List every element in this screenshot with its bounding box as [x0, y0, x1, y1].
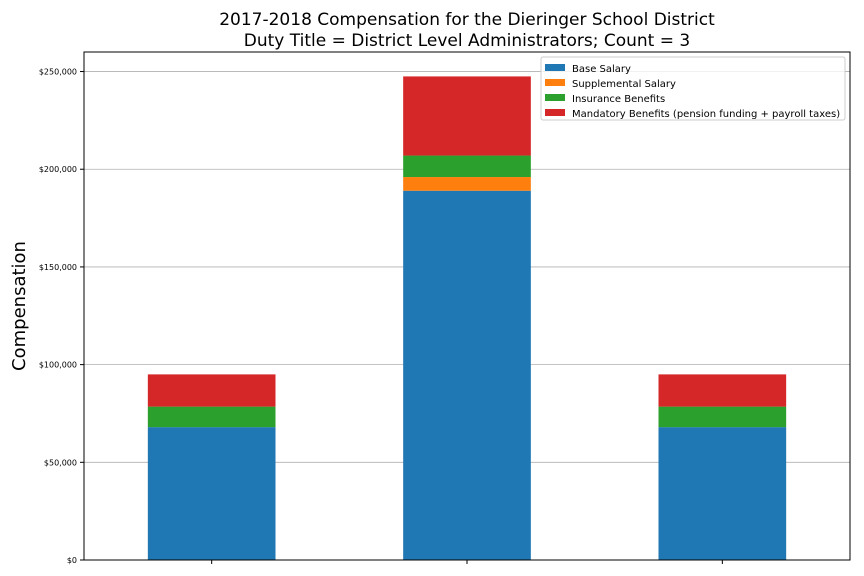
bar-segment	[147, 427, 276, 560]
y-tick-label: $100,000	[39, 361, 77, 370]
legend-swatch	[545, 64, 565, 71]
bar-segment	[403, 76, 531, 156]
bar-segment	[658, 406, 787, 428]
legend-swatch	[545, 109, 565, 116]
legend-label: Base Salary	[572, 64, 631, 75]
y-tick-label: $50,000	[44, 458, 77, 467]
y-tick-label: $0	[67, 556, 77, 565]
chart-title-line1: 2017-2018 Compensation for the Dieringer…	[219, 10, 715, 30]
y-tick-label: $150,000	[39, 263, 77, 272]
y-tick-label: $250,000	[39, 68, 77, 77]
bar-segment	[403, 190, 531, 560]
legend: Base Salary Supplemental Salary Insurance …	[540, 56, 846, 121]
legend-swatch	[545, 79, 565, 86]
legend-label: Mandatory Benefits (pension funding + pa…	[572, 109, 840, 120]
x-axis	[211, 560, 723, 564]
bars	[147, 76, 787, 560]
bar-segment	[147, 374, 276, 407]
y-tick-label: $200,000	[39, 165, 77, 174]
chart-title-line2: Duty Title = District Level Administrato…	[244, 31, 690, 51]
legend-label: Supplemental Salary	[572, 79, 676, 90]
y-axis-label: Compensation	[9, 241, 30, 371]
legend-swatch	[545, 94, 565, 101]
legend-box	[540, 56, 846, 121]
y-axis: $0 $50,000 $100,000 $150,000 $200,000 $250,00…	[39, 68, 84, 565]
bar-segment	[403, 177, 531, 191]
bar-segment	[658, 427, 787, 560]
bar-segment	[147, 406, 276, 428]
bar-segment	[403, 155, 531, 178]
legend-label: Insurance Benefits	[572, 94, 665, 105]
bar-segment	[658, 374, 787, 407]
